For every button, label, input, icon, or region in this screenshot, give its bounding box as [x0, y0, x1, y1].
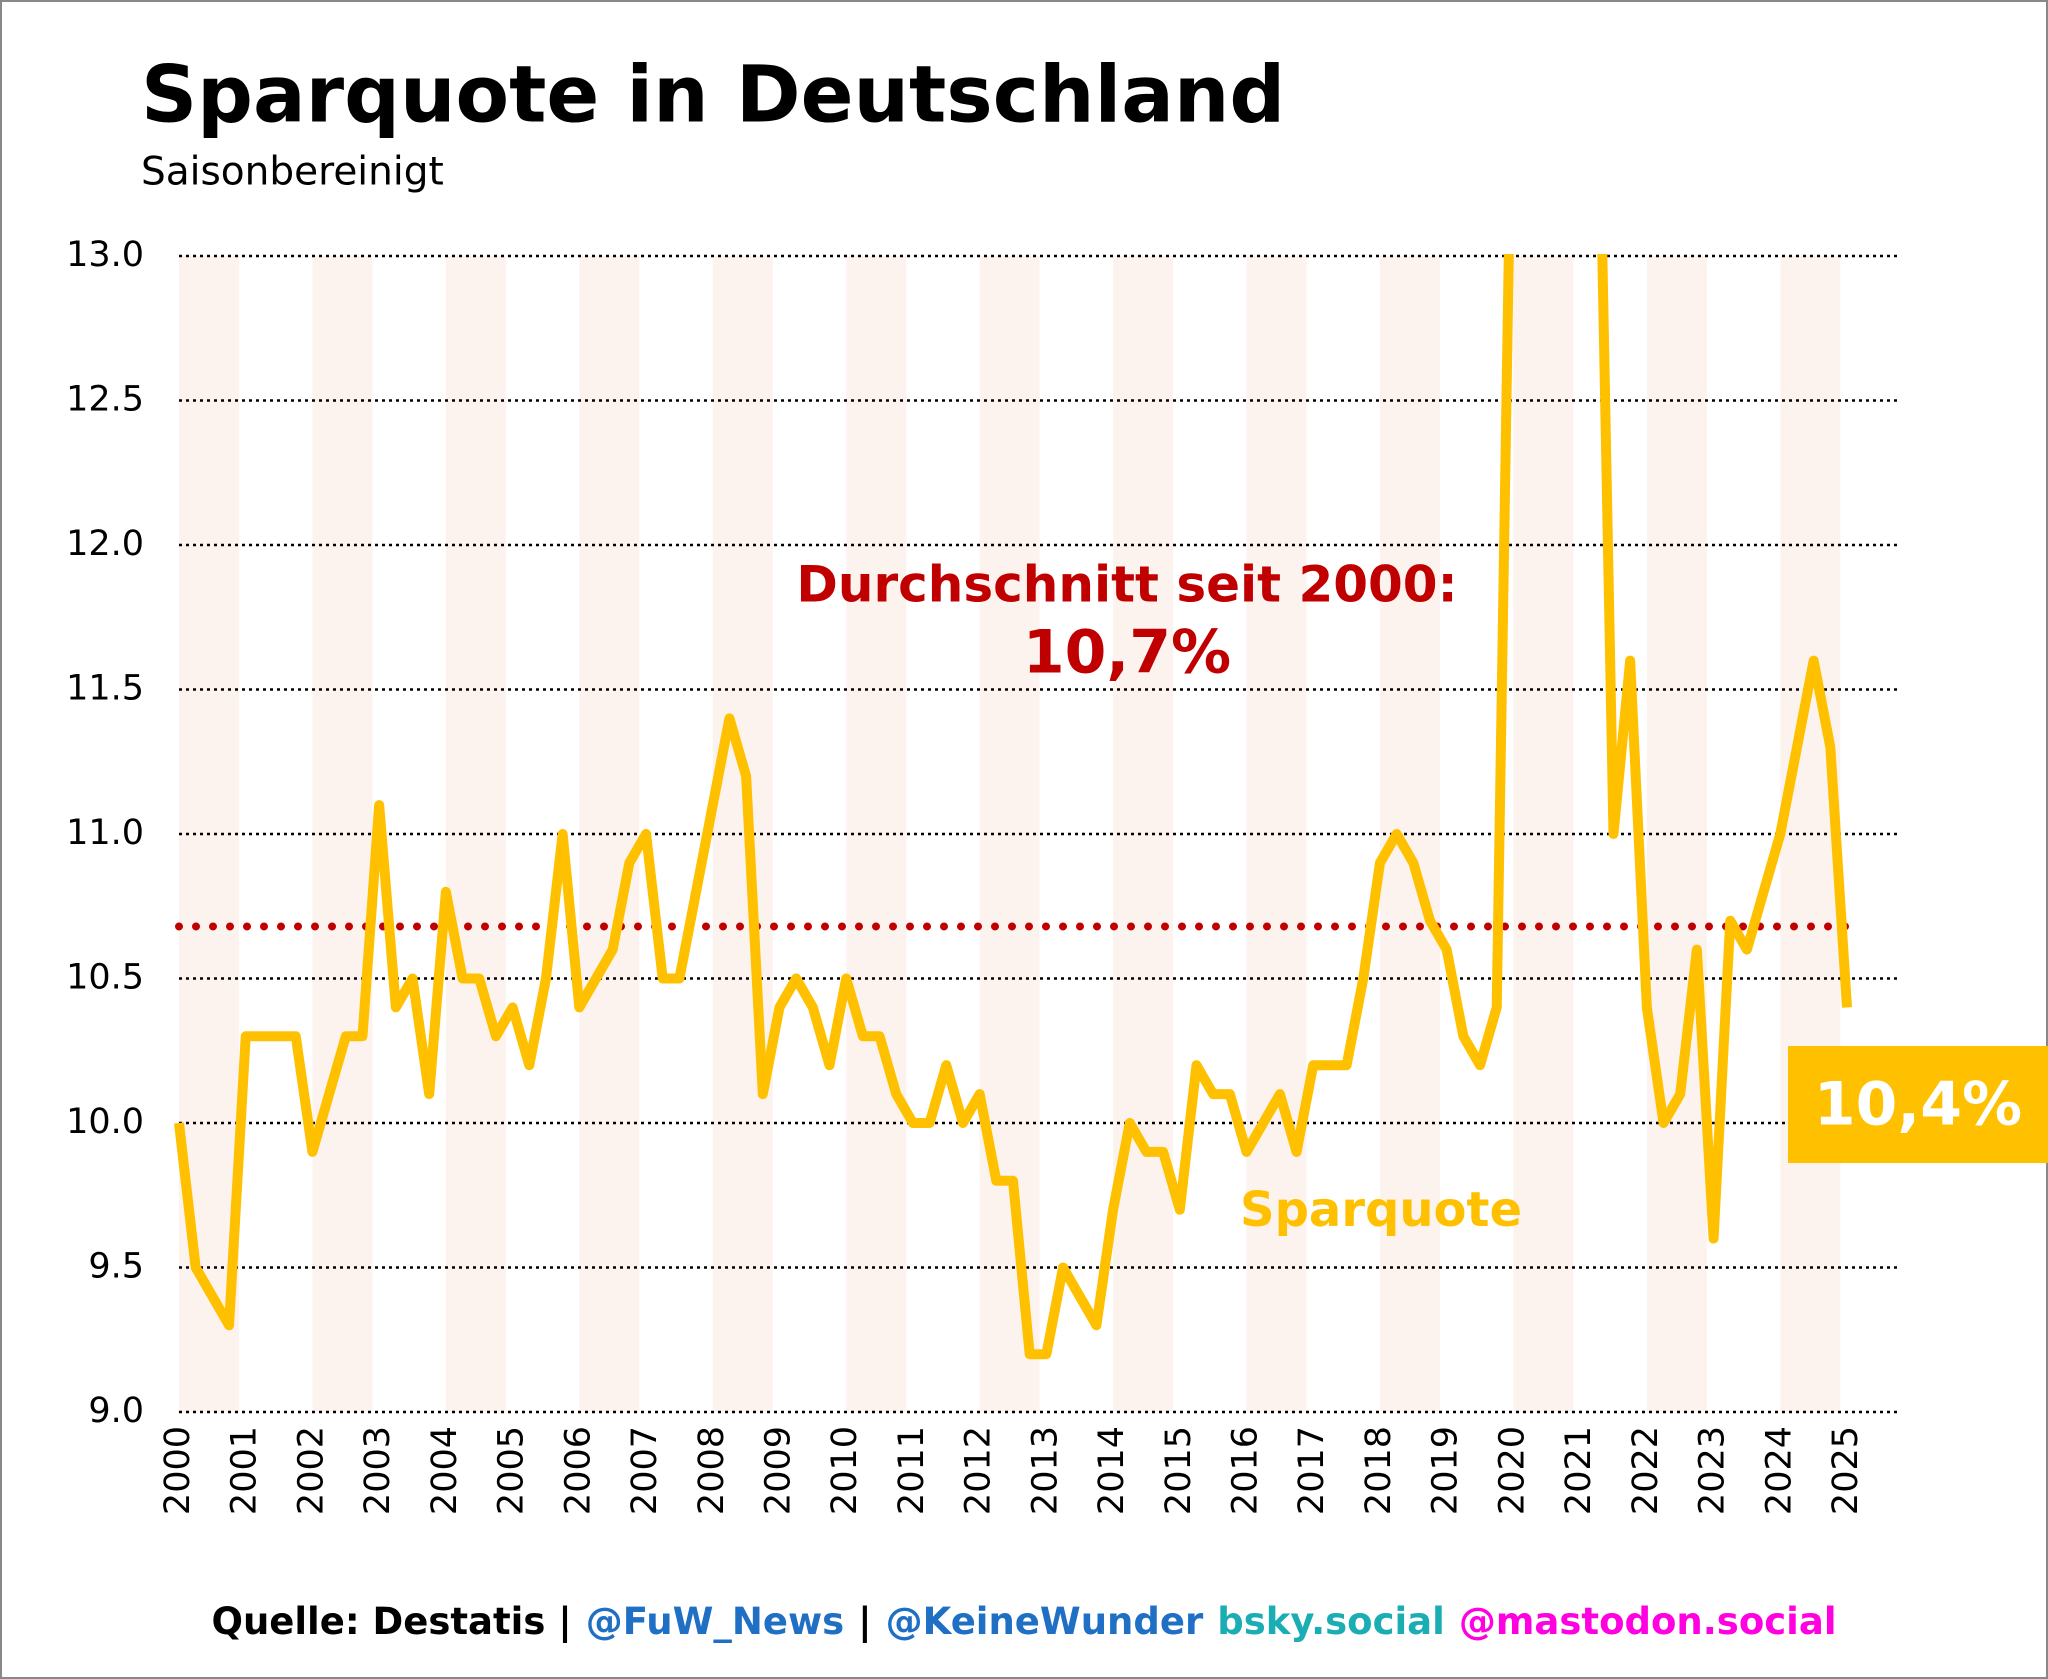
- footer-part: @FuW_News: [585, 1600, 845, 1643]
- x-tick-label: 2013: [1025, 1426, 1065, 1515]
- y-tick-label: 10.5: [66, 958, 144, 998]
- series-line: [174, 254, 1852, 1360]
- x-tick-label: 2003: [358, 1426, 398, 1515]
- end-label-box: [1788, 1046, 2048, 1163]
- year-band: [1113, 256, 1174, 1412]
- x-tick-label: 2001: [225, 1426, 265, 1515]
- x-tick-label: 2020: [1492, 1426, 1532, 1515]
- series-label: Sparquote: [1240, 1182, 1522, 1238]
- x-tick-label: 2016: [1226, 1426, 1266, 1515]
- footer-part: @mastodon.social: [1458, 1600, 1837, 1643]
- x-tick-label: 2007: [625, 1426, 665, 1515]
- x-tick-label: 2004: [425, 1426, 465, 1515]
- average-value-label: 10,7%: [1023, 618, 1231, 688]
- x-tick-label: 2014: [1092, 1426, 1132, 1515]
- x-tick-label: 2025: [1826, 1426, 1866, 1515]
- footer-part: @KeineWunder: [885, 1600, 1204, 1643]
- x-tick-label: 2002: [291, 1426, 331, 1515]
- x-tick-label: 2023: [1693, 1426, 1733, 1515]
- y-tick-label: 9.5: [88, 1247, 144, 1287]
- x-tick-label: 2006: [558, 1426, 598, 1515]
- x-tick-label: 2009: [758, 1426, 798, 1515]
- year-band: [1513, 256, 1574, 1412]
- y-tick-label: 12.0: [66, 524, 144, 564]
- year-band: [579, 256, 640, 1412]
- x-tick-label: 2011: [892, 1426, 932, 1515]
- chart-subtitle: Saisonbereinigt: [141, 150, 444, 195]
- y-tick-label: 11.0: [66, 813, 144, 853]
- average-label: Durchschnitt seit 2000:: [796, 556, 1457, 614]
- year-band: [1379, 256, 1441, 1412]
- year-band: [712, 256, 773, 1412]
- y-tick-label: 10.0: [66, 1102, 144, 1142]
- footer-part: Quelle: Destatis |: [211, 1600, 572, 1643]
- x-tick-label: 2024: [1759, 1426, 1799, 1515]
- year-band: [846, 256, 907, 1412]
- x-tick-label: 2018: [1359, 1426, 1399, 1515]
- x-tick-label: 2022: [1626, 1426, 1666, 1515]
- x-tick-label: 2012: [959, 1426, 999, 1515]
- y-tick-label: 13.0: [66, 235, 144, 275]
- y-tick-label: 12.5: [66, 380, 144, 420]
- y-tick-label: 11.5: [66, 669, 144, 709]
- x-tick-label: 2019: [1426, 1426, 1466, 1515]
- x-tick-label: 2005: [492, 1426, 532, 1515]
- year-band: [979, 256, 1040, 1412]
- x-tick-label: 2015: [1159, 1426, 1199, 1515]
- year-band: [1246, 256, 1307, 1412]
- y-tick-label: 9.0: [88, 1391, 144, 1431]
- x-tick-label: 2010: [825, 1426, 865, 1515]
- chart-title: Sparquote in Deutschland: [141, 50, 1285, 140]
- year-bands: [179, 256, 1841, 1412]
- year-band: [1646, 256, 1707, 1412]
- footer-part: |: [858, 1600, 872, 1643]
- end-value-label: 10,4%: [1814, 1070, 2022, 1140]
- x-tick-label: 2008: [692, 1426, 732, 1515]
- footer: Quelle: Destatis | @FuW_News | @KeineWunder…: [0, 1600, 2048, 1643]
- x-tick-label: 2021: [1559, 1426, 1599, 1515]
- x-tick-label: 2017: [1292, 1426, 1332, 1515]
- x-tick-label: 2000: [158, 1426, 198, 1515]
- footer-part: bsky.social: [1217, 1600, 1445, 1643]
